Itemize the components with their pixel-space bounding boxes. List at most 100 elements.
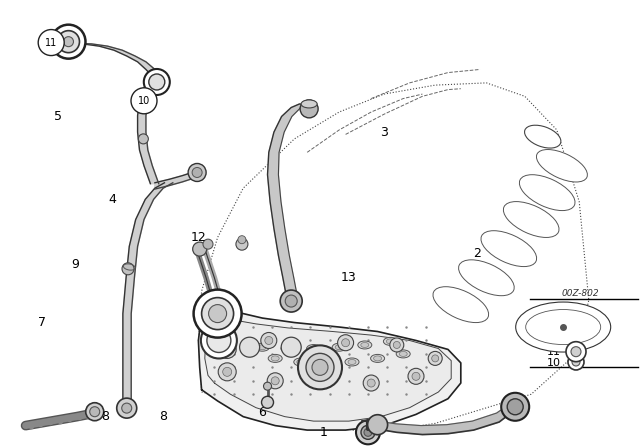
Circle shape	[207, 328, 231, 353]
Circle shape	[300, 100, 318, 118]
Circle shape	[38, 30, 64, 56]
Ellipse shape	[358, 341, 372, 349]
Ellipse shape	[516, 302, 611, 352]
Circle shape	[238, 236, 246, 244]
Text: 4: 4	[108, 193, 116, 206]
Ellipse shape	[281, 345, 295, 353]
Circle shape	[223, 345, 232, 354]
Ellipse shape	[481, 231, 536, 267]
Ellipse shape	[332, 343, 346, 351]
Ellipse shape	[371, 354, 385, 362]
Circle shape	[209, 305, 227, 323]
Circle shape	[338, 335, 354, 351]
Circle shape	[361, 425, 375, 439]
Ellipse shape	[399, 351, 407, 357]
Ellipse shape	[297, 359, 305, 365]
Circle shape	[367, 379, 375, 387]
Text: 7: 7	[38, 316, 45, 329]
Circle shape	[202, 297, 234, 330]
Ellipse shape	[504, 202, 559, 237]
Ellipse shape	[268, 354, 282, 362]
Circle shape	[86, 403, 104, 421]
Text: 3: 3	[380, 125, 388, 139]
Circle shape	[312, 359, 328, 375]
Ellipse shape	[301, 100, 317, 108]
Circle shape	[116, 398, 137, 418]
Ellipse shape	[536, 150, 588, 182]
Text: 2: 2	[473, 246, 481, 260]
Circle shape	[192, 168, 202, 177]
Ellipse shape	[319, 360, 333, 368]
Circle shape	[568, 354, 584, 370]
Text: 8: 8	[102, 410, 109, 423]
Ellipse shape	[271, 356, 279, 361]
Circle shape	[131, 88, 157, 114]
Ellipse shape	[307, 345, 321, 353]
Circle shape	[367, 415, 388, 435]
Ellipse shape	[255, 343, 269, 351]
Circle shape	[223, 367, 232, 376]
Circle shape	[298, 345, 342, 389]
Circle shape	[63, 37, 74, 47]
Circle shape	[285, 295, 297, 307]
Polygon shape	[123, 183, 173, 405]
Circle shape	[138, 134, 148, 144]
Ellipse shape	[259, 345, 266, 350]
Circle shape	[280, 290, 302, 312]
Ellipse shape	[383, 337, 397, 345]
Circle shape	[501, 393, 529, 421]
Circle shape	[364, 375, 380, 391]
Text: 10: 10	[138, 96, 150, 106]
Text: 13: 13	[341, 271, 356, 284]
Polygon shape	[198, 309, 461, 430]
Circle shape	[58, 30, 79, 53]
Polygon shape	[155, 169, 197, 189]
Circle shape	[122, 263, 134, 275]
Circle shape	[201, 323, 237, 358]
Ellipse shape	[323, 361, 330, 366]
Circle shape	[218, 363, 236, 381]
Circle shape	[412, 372, 420, 380]
Text: 8: 8	[159, 410, 167, 423]
Circle shape	[261, 332, 277, 349]
Ellipse shape	[525, 125, 561, 148]
Ellipse shape	[348, 359, 356, 365]
Ellipse shape	[459, 260, 514, 296]
Circle shape	[390, 338, 404, 352]
Circle shape	[90, 407, 100, 417]
Circle shape	[122, 403, 132, 413]
Circle shape	[262, 396, 273, 408]
Ellipse shape	[396, 350, 410, 358]
Text: 11: 11	[45, 38, 58, 47]
Circle shape	[271, 377, 279, 385]
Circle shape	[306, 353, 334, 381]
Text: 6: 6	[259, 405, 266, 419]
Circle shape	[193, 242, 207, 256]
Text: 10: 10	[547, 358, 561, 368]
Polygon shape	[198, 83, 589, 432]
Polygon shape	[138, 84, 159, 184]
Circle shape	[508, 399, 524, 415]
Text: 00Z-802: 00Z-802	[561, 289, 599, 298]
Ellipse shape	[335, 345, 343, 350]
Circle shape	[342, 339, 349, 347]
Text: 11: 11	[547, 347, 561, 357]
Ellipse shape	[433, 287, 488, 323]
Text: 12: 12	[191, 231, 206, 244]
Circle shape	[408, 368, 424, 384]
Ellipse shape	[361, 342, 369, 348]
Circle shape	[141, 99, 151, 109]
Circle shape	[428, 351, 442, 366]
Circle shape	[236, 238, 248, 250]
Circle shape	[188, 164, 206, 181]
Text: 5: 5	[54, 110, 61, 123]
Circle shape	[51, 25, 86, 59]
Circle shape	[149, 74, 165, 90]
Text: 9: 9	[72, 258, 79, 271]
Circle shape	[239, 337, 260, 357]
Ellipse shape	[294, 358, 308, 366]
Circle shape	[144, 69, 170, 95]
Circle shape	[264, 382, 271, 390]
Circle shape	[268, 373, 283, 389]
Circle shape	[394, 341, 400, 349]
